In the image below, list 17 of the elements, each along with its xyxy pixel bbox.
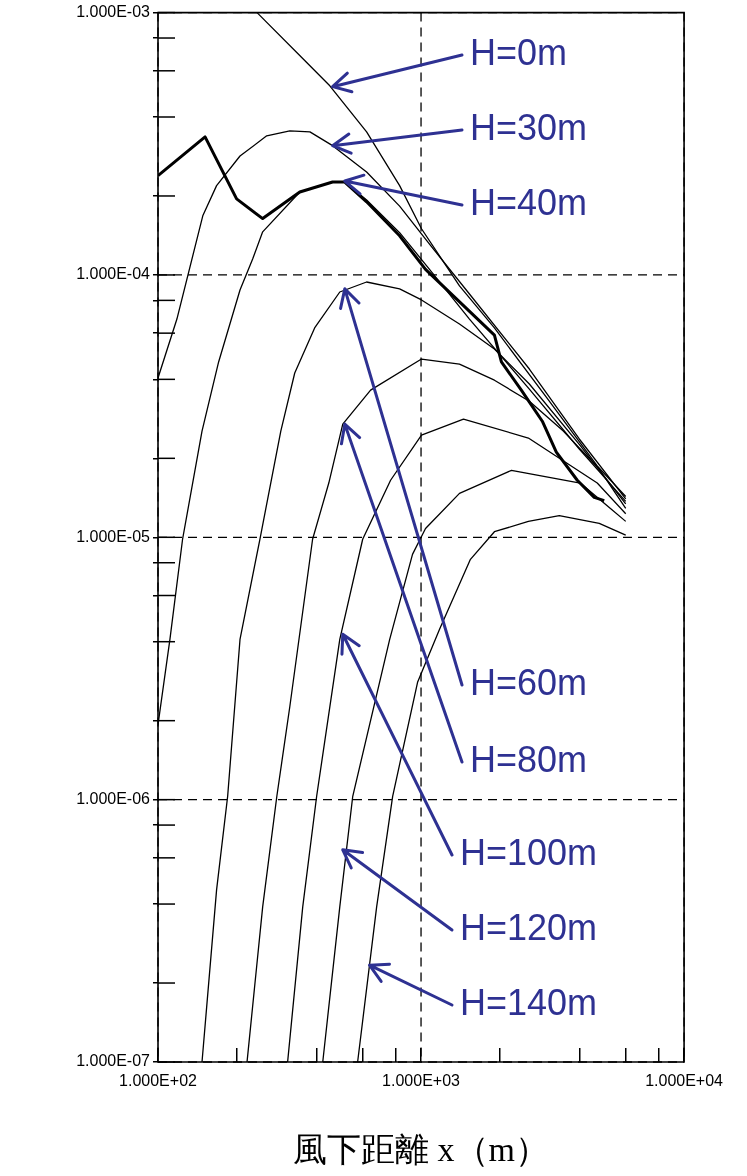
annotation: H=40m <box>470 181 588 223</box>
annotation: H=80m <box>470 738 588 780</box>
y-tick-label: 1.000E-05 <box>76 527 151 545</box>
annotation: H=100m <box>460 831 598 873</box>
annotation: H=30m <box>470 106 588 148</box>
annotation: H=0m <box>470 31 568 73</box>
y-tick-label: 1.000E-03 <box>76 3 151 21</box>
x-tick-label: 1.000E+03 <box>382 1072 461 1090</box>
x-tick-label: 1.000E+04 <box>645 1072 724 1090</box>
x-tick-label: 1.000E+02 <box>119 1072 198 1090</box>
y-tick-label: 1.000E-06 <box>76 790 151 808</box>
annotation: H=60m <box>470 661 588 703</box>
y-tick-label: 1.000E-04 <box>76 265 151 283</box>
y-tick-label: 1.000E-07 <box>76 1052 151 1070</box>
annotation: H=120m <box>460 906 598 948</box>
annotation: H=140m <box>460 981 598 1023</box>
x-axis-title: 風下距離 x（m） <box>293 1130 550 1168</box>
